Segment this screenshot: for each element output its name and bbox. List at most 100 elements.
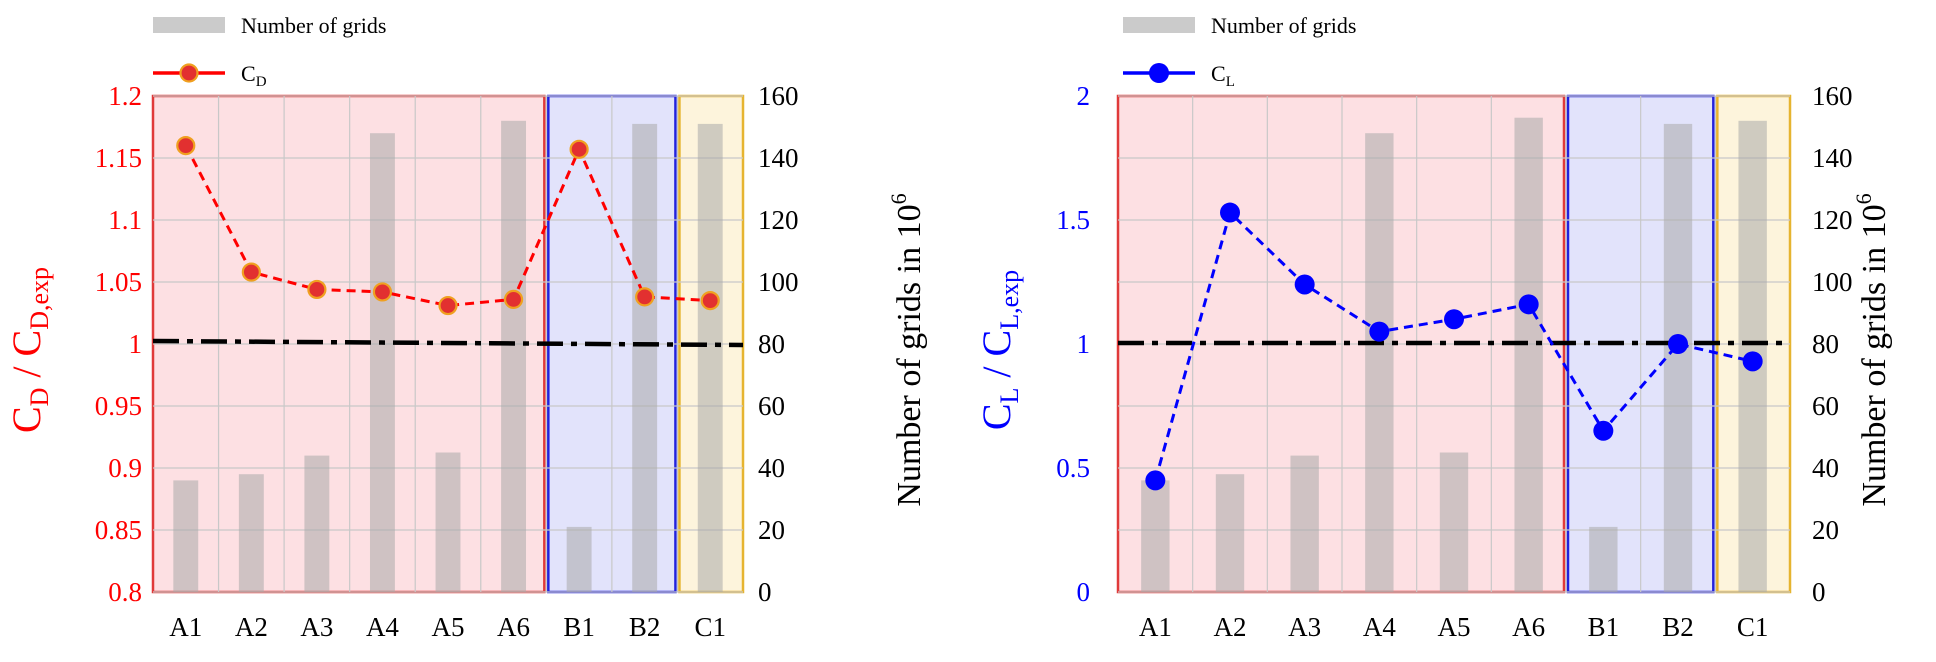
legend-bar-label: Number of grids bbox=[241, 13, 386, 38]
bar-A1 bbox=[1141, 480, 1170, 592]
point-A5 bbox=[1444, 309, 1464, 330]
left-tick-label: 1.2 bbox=[108, 81, 142, 111]
point-A6 bbox=[503, 289, 524, 309]
bar-A3 bbox=[304, 455, 330, 592]
left-tick-label: 1.1 bbox=[108, 205, 142, 235]
bar-A2 bbox=[238, 474, 264, 592]
legend-line-label: CL bbox=[1211, 61, 1235, 90]
bar-A5 bbox=[1439, 452, 1469, 592]
legend-bar-swatch bbox=[1123, 17, 1195, 33]
point-A4 bbox=[1369, 321, 1390, 342]
right-tick-label: 100 bbox=[758, 267, 799, 297]
bar-B1 bbox=[1589, 526, 1618, 592]
bar-A1 bbox=[173, 480, 199, 592]
left-tick-label: 0.5 bbox=[1056, 453, 1090, 483]
category-label-A3: A3 bbox=[1288, 612, 1321, 642]
bar-A6 bbox=[1514, 117, 1543, 592]
category-label-C1: C1 bbox=[1737, 612, 1769, 642]
right-tick-label: 0 bbox=[758, 577, 772, 607]
right-tick-label: 100 bbox=[1812, 267, 1853, 297]
right-tick-label: 160 bbox=[758, 81, 799, 111]
left-tick-label: 1 bbox=[1077, 329, 1091, 359]
category-label-A5: A5 bbox=[1438, 612, 1471, 642]
category-label-A4: A4 bbox=[366, 612, 399, 642]
right-tick-label: 120 bbox=[1812, 205, 1853, 235]
left-tick-label: 1.5 bbox=[1056, 205, 1090, 235]
point-A3 bbox=[307, 279, 327, 300]
category-label-A2: A2 bbox=[235, 612, 268, 642]
left-tick-label: 1.05 bbox=[95, 267, 142, 297]
category-label-A1: A1 bbox=[1139, 612, 1172, 642]
point-A2 bbox=[1220, 202, 1240, 223]
legend: Number of grids CL bbox=[1123, 13, 1356, 90]
left-tick-label: 0.9 bbox=[108, 453, 142, 483]
point-B1 bbox=[569, 139, 589, 159]
right-tick-label: 160 bbox=[1812, 81, 1853, 111]
point-C1 bbox=[1742, 351, 1763, 372]
left-tick-label: 0.8 bbox=[108, 577, 142, 607]
legend-bar-label: Number of grids bbox=[1211, 13, 1356, 38]
point-B1 bbox=[1593, 420, 1614, 441]
point-B2 bbox=[1668, 334, 1688, 354]
left-tick-label: 2 bbox=[1077, 81, 1091, 111]
point-A4 bbox=[372, 282, 393, 302]
category-label-B2: B2 bbox=[629, 612, 661, 642]
series-line-drag bbox=[184, 144, 711, 308]
bar-B2 bbox=[632, 123, 658, 593]
reference-line bbox=[152, 338, 744, 348]
category-label-A6: A6 bbox=[1512, 612, 1545, 642]
left-axis-title: CL / CL,exp bbox=[974, 270, 1024, 430]
bar-A6 bbox=[501, 120, 527, 593]
category-label-A3: A3 bbox=[300, 612, 333, 642]
right-tick-label: 140 bbox=[1812, 143, 1853, 173]
right-tick-label: 80 bbox=[1812, 329, 1839, 359]
point-A1 bbox=[176, 136, 196, 156]
point-A1 bbox=[1145, 470, 1166, 491]
point-A6 bbox=[1518, 294, 1539, 315]
chart-panel-drag: 0.8 0.85 0.9 0.95 1 1.05 1.1 1.15 1.2 0 20 40 60 80 10… bbox=[4, 13, 928, 642]
point-A3 bbox=[1294, 274, 1315, 295]
right-tick-label: 120 bbox=[758, 205, 799, 235]
point-A5 bbox=[438, 295, 458, 316]
category-label-A4: A4 bbox=[1363, 612, 1396, 642]
bar-A2 bbox=[1215, 474, 1245, 592]
right-tick-label: 60 bbox=[1812, 391, 1839, 421]
legend-line-label: CD bbox=[241, 61, 267, 90]
left-tick-label: 0.95 bbox=[95, 391, 142, 421]
right-tick-label: 0 bbox=[1812, 577, 1826, 607]
right-axis-title: Number of grids in 106 bbox=[1851, 193, 1893, 506]
category-label-C1: C1 bbox=[694, 612, 726, 642]
right-tick-label: 20 bbox=[1812, 515, 1839, 545]
bar-A4 bbox=[369, 133, 395, 592]
bar-B1 bbox=[566, 526, 592, 592]
right-tick-label: 20 bbox=[758, 515, 785, 545]
bar-C1 bbox=[697, 123, 723, 593]
left-tick-label: 1 bbox=[129, 329, 143, 359]
right-tick-label: 40 bbox=[758, 453, 785, 483]
right-tick-label: 80 bbox=[758, 329, 785, 359]
legend-marker bbox=[179, 63, 199, 83]
left-tick-label: 0.85 bbox=[95, 515, 142, 545]
bar-A5 bbox=[435, 452, 461, 592]
right-tick-label: 60 bbox=[758, 391, 785, 421]
category-label-B1: B1 bbox=[563, 612, 595, 642]
category-label-B2: B2 bbox=[1662, 612, 1694, 642]
legend-bar-swatch bbox=[153, 17, 225, 33]
point-B2 bbox=[635, 287, 655, 307]
category-label-B1: B1 bbox=[1588, 612, 1620, 642]
legend: Number of grids CD bbox=[153, 13, 386, 90]
right-tick-label: 40 bbox=[1812, 453, 1839, 483]
legend-marker bbox=[1149, 63, 1169, 83]
category-label-A2: A2 bbox=[1214, 612, 1247, 642]
category-label-A1: A1 bbox=[169, 612, 202, 642]
bar-B2 bbox=[1663, 123, 1693, 593]
point-C1 bbox=[700, 291, 720, 311]
category-label-A6: A6 bbox=[497, 612, 530, 642]
right-axis-title: Number of grids in 106 bbox=[886, 193, 928, 506]
left-axis-title: CD / CD,exp bbox=[4, 267, 54, 433]
bar-A4 bbox=[1365, 133, 1394, 592]
left-tick-label: 0 bbox=[1077, 577, 1091, 607]
point-A2 bbox=[241, 262, 261, 282]
